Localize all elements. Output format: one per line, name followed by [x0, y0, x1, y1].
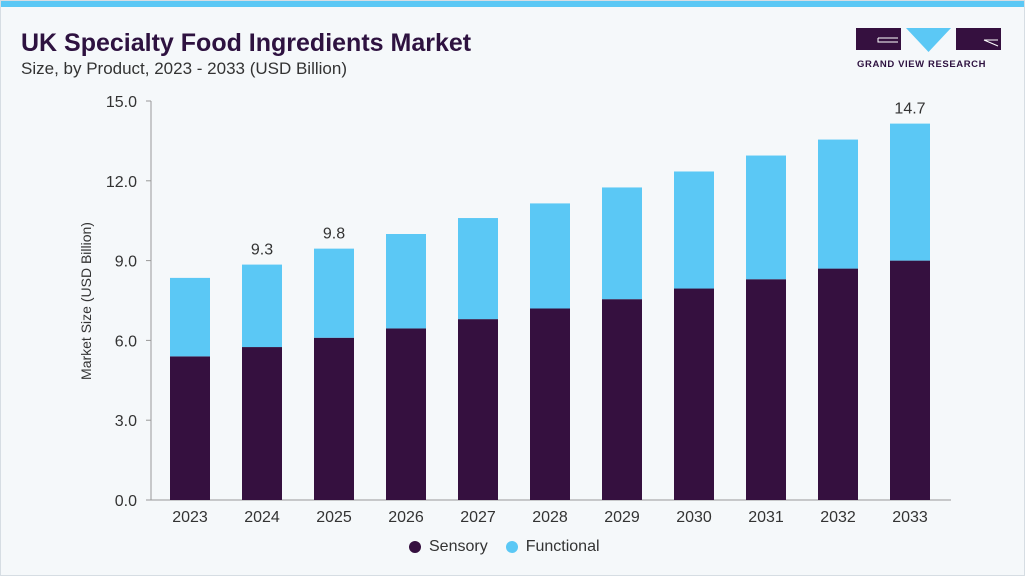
bar-functional-2026 — [386, 234, 426, 329]
x-tick-label: 2030 — [676, 509, 712, 526]
data-label-2025: 9.8 — [323, 226, 345, 243]
bar-functional-2028 — [530, 203, 570, 309]
x-tick-label: 2026 — [388, 509, 424, 526]
bar-functional-2030 — [674, 171, 714, 289]
logo-text: GRAND VIEW RESEARCH — [857, 59, 987, 70]
bar-functional-2023 — [170, 277, 210, 357]
bar-functional-2024 — [242, 264, 282, 348]
bar-sensory-2031 — [746, 279, 786, 500]
bar-functional-2031 — [746, 155, 786, 280]
legend-item-sensory[interactable]: Sensory — [409, 538, 488, 556]
y-tick-label: 3.0 — [115, 413, 137, 430]
legend-swatch-sensory — [409, 541, 421, 553]
y-tick-label: 15.0 — [106, 94, 137, 111]
x-tick-label: 2033 — [892, 509, 928, 526]
y-tick-label: 9.0 — [115, 254, 137, 271]
bar-functional-2032 — [818, 139, 858, 269]
bar-sensory-2026 — [386, 328, 426, 500]
data-label-2033: 14.7 — [894, 101, 925, 118]
bar-sensory-2032 — [818, 268, 858, 500]
legend-item-functional[interactable]: Functional — [505, 538, 600, 556]
y-tick-label: 12.0 — [106, 174, 137, 191]
y-tick-label: 0.0 — [115, 493, 137, 510]
grand-view-research-logo — [856, 28, 1001, 52]
legend: Sensory Functional — [409, 538, 600, 556]
bar-sensory-2033 — [890, 260, 930, 500]
legend-label: Sensory — [429, 538, 488, 555]
bar-sensory-2028 — [530, 308, 570, 500]
bar-sensory-2024 — [242, 347, 282, 500]
x-tick-label: 2028 — [532, 509, 568, 526]
legend-swatch-functional — [505, 541, 518, 553]
chart-title: UK Specialty Food Ingredients Market — [21, 29, 472, 57]
x-tick-label: 2024 — [244, 509, 280, 526]
x-tick-label: 2023 — [172, 509, 208, 526]
x-tick-label: 2032 — [820, 509, 856, 526]
bar-sensory-2030 — [674, 288, 714, 500]
bar-functional-2025 — [314, 248, 354, 338]
bar-sensory-2027 — [458, 319, 498, 500]
x-tick-label: 2027 — [460, 509, 496, 526]
x-tick-label: 2029 — [604, 509, 640, 526]
data-label-2024: 9.3 — [251, 242, 273, 259]
x-tick-label: 2025 — [316, 509, 352, 526]
bar-functional-2029 — [602, 187, 642, 300]
x-tick-label: 2031 — [748, 509, 784, 526]
bar-sensory-2029 — [602, 299, 642, 500]
top-accent-bar — [1, 1, 1024, 7]
bar-sensory-2025 — [314, 337, 354, 500]
chart-subtitle: Size, by Product, 2023 - 2033 (USD Billi… — [21, 59, 347, 78]
legend-label: Functional — [525, 538, 600, 555]
y-axis-title: Market Size (USD Billion) — [78, 222, 94, 380]
bar-functional-2027 — [458, 218, 498, 320]
bar-sensory-2023 — [170, 356, 210, 500]
bar-functional-2033 — [890, 123, 930, 261]
y-tick-label: 6.0 — [115, 333, 137, 350]
